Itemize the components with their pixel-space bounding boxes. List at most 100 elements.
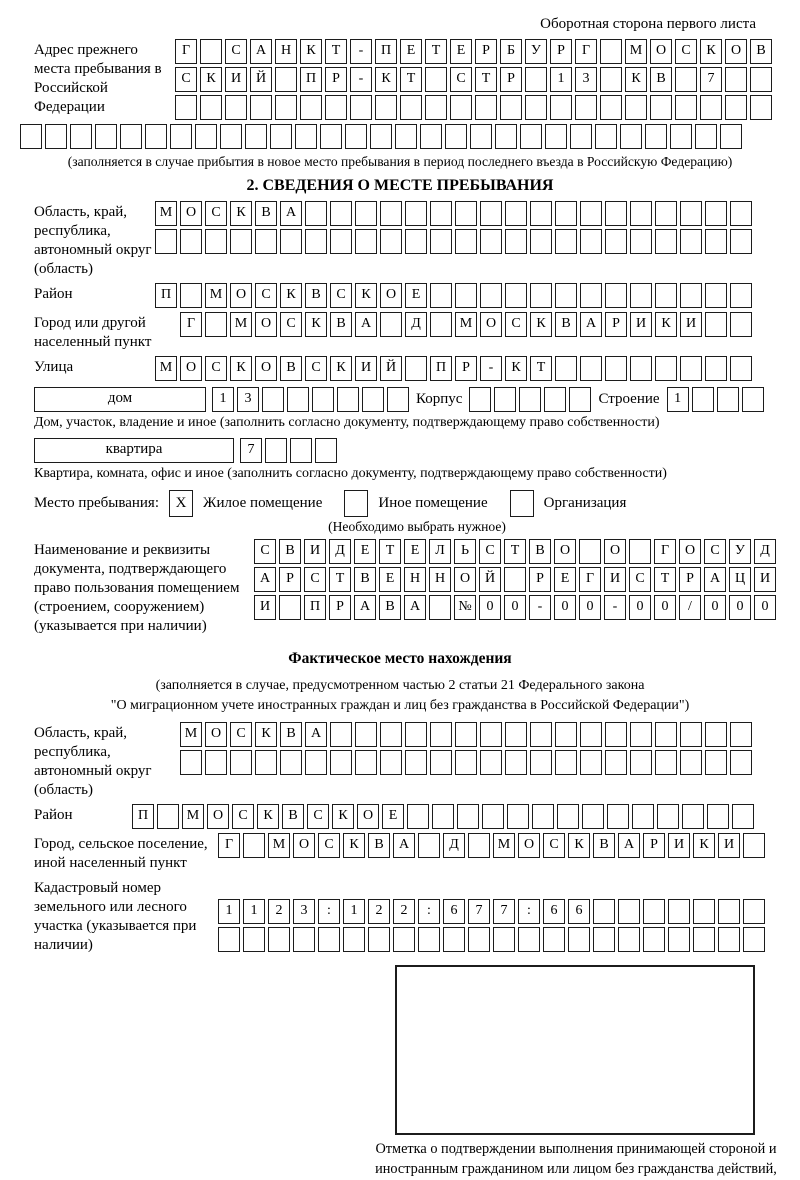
char-box[interactable]: А <box>704 567 726 592</box>
char-box[interactable] <box>570 124 592 149</box>
char-box[interactable] <box>600 39 622 64</box>
char-box[interactable]: А <box>354 595 376 620</box>
char-box[interactable] <box>480 201 502 226</box>
char-box[interactable]: И <box>604 567 626 592</box>
char-box[interactable]: 0 <box>554 595 576 620</box>
char-box[interactable] <box>680 722 702 747</box>
char-box[interactable] <box>355 229 377 254</box>
char-box[interactable] <box>618 927 640 952</box>
char-box[interactable] <box>555 201 577 226</box>
char-box[interactable] <box>295 124 317 149</box>
char-box[interactable] <box>505 229 527 254</box>
char-box[interactable] <box>730 201 752 226</box>
char-box[interactable]: К <box>343 833 365 858</box>
char-box[interactable]: Г <box>579 567 601 592</box>
char-box[interactable] <box>741 387 764 412</box>
char-box[interactable] <box>480 750 502 775</box>
char-box[interactable]: В <box>255 201 277 226</box>
char-box[interactable] <box>593 927 615 952</box>
char-box[interactable] <box>718 927 740 952</box>
char-box[interactable]: : <box>518 899 540 924</box>
char-box[interactable] <box>730 312 752 337</box>
char-box[interactable]: Г <box>175 39 197 64</box>
char-box[interactable] <box>245 124 267 149</box>
char-box[interactable] <box>325 95 347 120</box>
char-box[interactable] <box>230 229 252 254</box>
char-box[interactable] <box>632 804 654 829</box>
char-box[interactable] <box>262 387 284 412</box>
char-box[interactable]: В <box>593 833 615 858</box>
char-box[interactable]: А <box>280 201 302 226</box>
char-box[interactable] <box>532 804 554 829</box>
char-box[interactable] <box>629 539 651 564</box>
char-box[interactable]: О <box>454 567 476 592</box>
char-box[interactable]: М <box>182 804 204 829</box>
char-box[interactable]: 0 <box>479 595 501 620</box>
char-box[interactable] <box>405 229 427 254</box>
char-box[interactable]: Т <box>654 567 676 592</box>
char-box[interactable]: Р <box>329 595 351 620</box>
char-box[interactable]: Р <box>325 67 347 92</box>
char-box[interactable] <box>705 229 727 254</box>
char-box[interactable]: А <box>393 833 415 858</box>
char-box[interactable] <box>350 95 372 120</box>
char-box[interactable]: 6 <box>568 899 590 924</box>
char-box[interactable]: Е <box>379 567 401 592</box>
char-box[interactable] <box>504 567 526 592</box>
char-box[interactable] <box>220 124 242 149</box>
char-box[interactable] <box>270 124 292 149</box>
char-box[interactable] <box>655 201 677 226</box>
stay-type-checkbox[interactable] <box>344 490 369 517</box>
char-box[interactable]: С <box>205 201 227 226</box>
char-box[interactable] <box>405 356 427 381</box>
char-box[interactable]: 0 <box>704 595 726 620</box>
char-box[interactable] <box>630 750 652 775</box>
char-box[interactable]: М <box>625 39 647 64</box>
char-box[interactable] <box>305 750 327 775</box>
stay-type-checkbox[interactable] <box>509 490 534 517</box>
char-box[interactable] <box>525 95 547 120</box>
char-box[interactable]: Ь <box>454 539 476 564</box>
char-box[interactable]: И <box>254 595 276 620</box>
char-box[interactable] <box>743 833 765 858</box>
char-box[interactable]: К <box>300 39 322 64</box>
char-box[interactable] <box>495 124 517 149</box>
char-box[interactable] <box>705 283 727 308</box>
char-box[interactable] <box>700 95 722 120</box>
char-box[interactable]: В <box>555 312 577 337</box>
char-box[interactable]: Р <box>455 356 477 381</box>
char-box[interactable]: А <box>250 39 272 64</box>
char-box[interactable]: О <box>205 722 227 747</box>
char-box[interactable] <box>230 750 252 775</box>
char-box[interactable] <box>530 283 552 308</box>
char-box[interactable]: М <box>493 833 515 858</box>
char-box[interactable]: И <box>754 567 776 592</box>
char-box[interactable]: Г <box>575 39 597 64</box>
char-box[interactable]: 1 <box>343 899 365 924</box>
char-box[interactable] <box>732 804 754 829</box>
stay-type-checkbox[interactable]: X <box>169 490 193 517</box>
char-box[interactable]: Н <box>429 567 451 592</box>
char-box[interactable] <box>380 229 402 254</box>
char-box[interactable] <box>557 804 579 829</box>
char-box[interactable] <box>20 124 42 149</box>
char-box[interactable] <box>595 124 617 149</box>
char-box[interactable]: 6 <box>443 899 465 924</box>
char-box[interactable]: С <box>543 833 565 858</box>
char-box[interactable]: Е <box>354 539 376 564</box>
char-box[interactable] <box>70 124 92 149</box>
char-box[interactable]: И <box>304 539 326 564</box>
char-box[interactable] <box>355 750 377 775</box>
char-box[interactable] <box>280 229 302 254</box>
char-box[interactable] <box>720 124 742 149</box>
char-box[interactable] <box>518 927 540 952</box>
char-box[interactable] <box>645 124 667 149</box>
char-box[interactable] <box>480 283 502 308</box>
char-box[interactable]: 7 <box>700 67 722 92</box>
char-box[interactable] <box>300 95 322 120</box>
char-box[interactable] <box>543 927 565 952</box>
char-box[interactable]: Р <box>475 39 497 64</box>
char-box[interactable] <box>555 356 577 381</box>
char-box[interactable]: Р <box>643 833 665 858</box>
char-box[interactable]: К <box>355 283 377 308</box>
